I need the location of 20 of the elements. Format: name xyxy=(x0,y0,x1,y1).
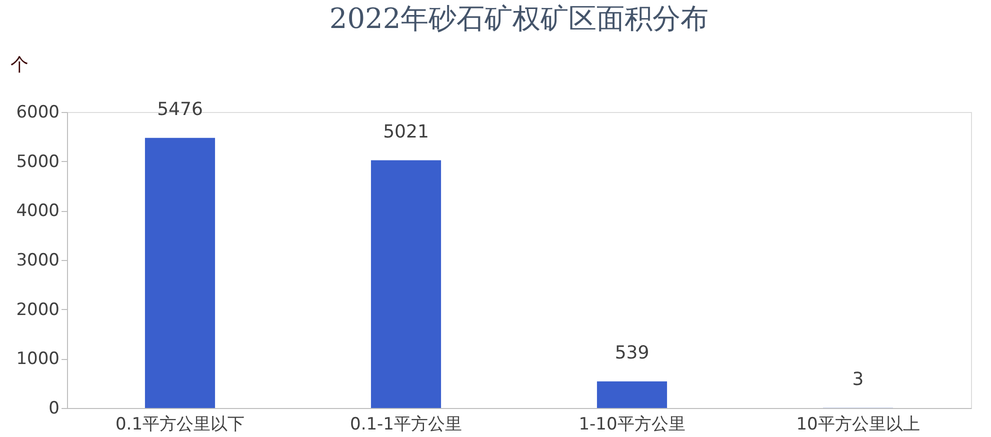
y-tick-label: 6000 xyxy=(16,102,60,122)
x-tick-label: 1-10平方公里 xyxy=(578,414,686,434)
y-tick-label: 0 xyxy=(48,398,60,418)
y-tick-label: 1000 xyxy=(16,349,60,370)
x-tick-label: 0.1平方公里以下 xyxy=(115,414,245,434)
y-tick-label: 3000 xyxy=(16,250,60,270)
chart-title: 2022年砂石矿权矿区面积分布 xyxy=(329,2,709,35)
bar xyxy=(144,138,216,408)
y-axis-title: 个 xyxy=(10,54,28,76)
y-tick-label: 4000 xyxy=(16,201,60,222)
data-label: 3 xyxy=(852,368,864,390)
data-label: 5021 xyxy=(383,121,429,142)
x-tick-label: 0.1-1平方公里 xyxy=(350,414,462,434)
y-tick-label: 2000 xyxy=(16,300,60,320)
data-label: 5476 xyxy=(157,98,203,120)
y-tick-label: 5000 xyxy=(16,152,60,172)
bar xyxy=(596,381,668,408)
x-tick-label: 10平方公里以上 xyxy=(796,414,920,434)
data-label: 539 xyxy=(614,342,650,364)
bar xyxy=(370,160,442,408)
